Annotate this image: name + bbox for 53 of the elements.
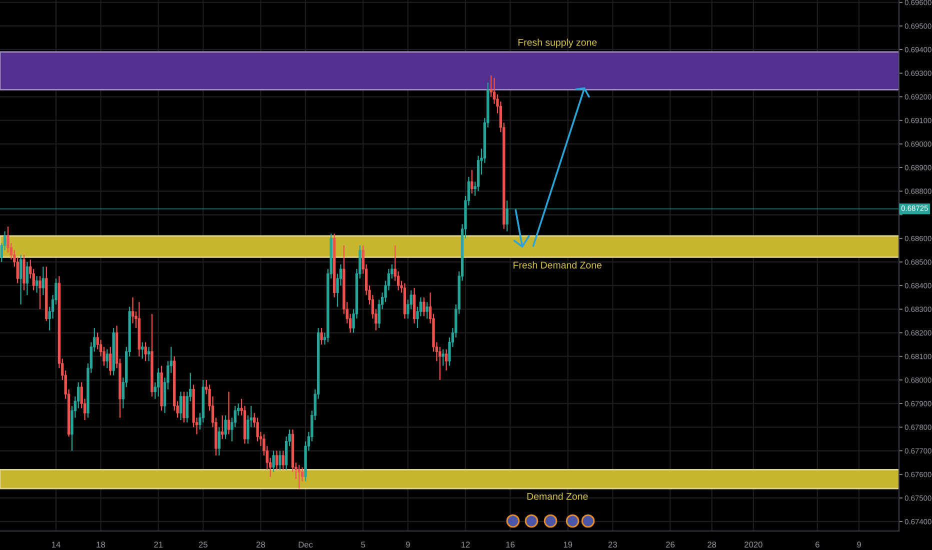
candlestick: [218, 426, 220, 456]
x-tick-label: 21: [154, 542, 163, 548]
candlestick: [221, 414, 224, 440]
x-tick-label: 28: [708, 542, 716, 548]
candlestick: [141, 342, 144, 360]
candlestick: [272, 450, 275, 473]
candlestick: [298, 464, 300, 490]
candlestick: [144, 342, 147, 362]
candlestick: [22, 254, 26, 291]
candlestick: [227, 391, 230, 435]
candlestick: [256, 417, 259, 442]
x-tick-label: 16: [506, 542, 515, 548]
candlestick: [19, 254, 22, 305]
x-tick-label: 12: [462, 542, 470, 548]
candlestick: [157, 368, 160, 398]
x-tick-label: 9: [857, 542, 861, 548]
x-tick-label: 5: [361, 542, 366, 548]
candlestick: [147, 346, 150, 362]
candlestick: [412, 287, 416, 324]
candlestick: [109, 346, 112, 376]
x-tick-label: 23: [608, 542, 617, 548]
candlestick: [179, 391, 182, 421]
candlestick: [38, 276, 42, 310]
candlestick: [426, 302, 428, 320]
candlestick: [278, 450, 282, 470]
candlestick: [470, 169, 474, 194]
x-tick-label: 2020: [744, 542, 762, 548]
x-tick-label: 19: [564, 542, 572, 548]
candlestick: [106, 348, 109, 369]
candlestick: [35, 276, 38, 294]
x-tick-label: 9: [406, 542, 410, 548]
x-tick-label: 14: [52, 542, 60, 548]
band-label: Demand Zone: [527, 492, 588, 500]
candlestick: [26, 261, 29, 296]
candlestick: [42, 266, 45, 296]
x-tick-label: 6: [816, 542, 820, 548]
candlestick: [131, 296, 134, 324]
x-tick-label: 18: [96, 542, 106, 548]
x-tick-label: 26: [666, 542, 675, 548]
candlestick: [444, 348, 448, 372]
x-tick-label: 28: [256, 542, 266, 548]
band-label: Fresh Demand Zone: [514, 261, 602, 269]
candlestick: [320, 327, 323, 346]
x-tick-label: Dec: [298, 542, 313, 548]
band-label: Fresh supply zone: [518, 38, 597, 48]
x-tick-label: 25: [198, 542, 208, 548]
candlestick: [182, 391, 186, 423]
candlestick: [422, 296, 426, 317]
candlestick: [275, 450, 278, 470]
candlestick: [442, 348, 444, 366]
candlestick: [506, 200, 508, 232]
candlestick: [282, 450, 284, 470]
candlestick: [224, 414, 227, 440]
